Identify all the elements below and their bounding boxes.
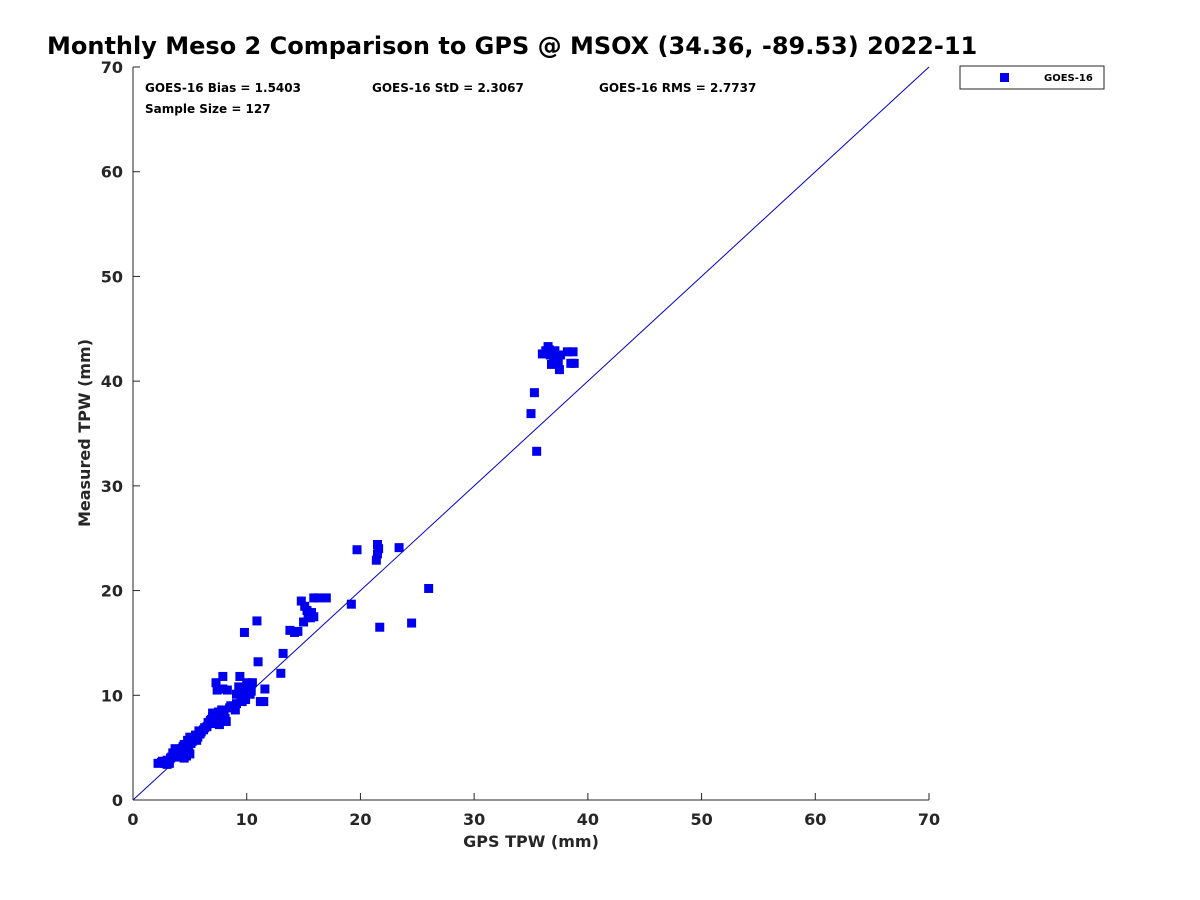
- data-point: [321, 593, 331, 603]
- data-point: [296, 596, 306, 606]
- data-point: [200, 723, 210, 733]
- y-tick-label: 50: [101, 267, 123, 286]
- data-point: [424, 583, 434, 593]
- data-point: [226, 701, 236, 711]
- data-point: [231, 699, 241, 709]
- data-point: [394, 543, 404, 553]
- data-point: [278, 648, 288, 658]
- data-point: [166, 753, 176, 763]
- data-point: [244, 683, 254, 693]
- data-point: [352, 545, 362, 555]
- std-stat: GOES-16 StD = 2.3067: [372, 81, 524, 95]
- data-point: [234, 682, 244, 692]
- data-points: [153, 342, 579, 769]
- data-point: [556, 350, 566, 360]
- data-point: [550, 346, 560, 356]
- rms-stat: GOES-16 RMS = 2.7737: [599, 81, 756, 95]
- y-tick-label: 10: [101, 686, 123, 705]
- data-point: [216, 716, 226, 726]
- data-point: [562, 347, 572, 357]
- y-tick-label: 60: [101, 163, 123, 182]
- data-point: [546, 359, 556, 369]
- legend-box: [959, 65, 1105, 90]
- y-tick-label: 20: [101, 582, 123, 601]
- sample-size-stat: Sample Size = 127: [145, 102, 271, 116]
- data-point: [212, 685, 222, 695]
- bias-stat: GOES-16 Bias = 1.5403: [145, 81, 301, 95]
- data-point: [193, 732, 203, 742]
- x-tick-label: 30: [463, 810, 485, 829]
- data-point: [375, 622, 385, 632]
- data-point: [158, 756, 168, 766]
- data-point: [211, 678, 221, 688]
- data-point: [178, 742, 188, 752]
- data-point: [218, 671, 228, 681]
- data-point: [346, 599, 356, 609]
- data-point: [285, 625, 295, 635]
- data-point: [569, 358, 579, 368]
- data-point: [239, 627, 249, 637]
- y-tick-label: 30: [101, 477, 123, 496]
- data-point: [299, 617, 309, 627]
- data-point: [529, 388, 539, 398]
- y-tick-label: 70: [101, 58, 123, 77]
- data-point: [371, 555, 381, 565]
- legend-label: GOES-16: [1044, 73, 1093, 84]
- data-point: [293, 626, 303, 636]
- data-point: [313, 593, 323, 603]
- x-tick-label: 20: [349, 810, 371, 829]
- x-ticks: 0 10 20 30 40 50 60 70: [127, 793, 940, 829]
- data-point: [206, 714, 216, 724]
- data-point: [231, 689, 241, 699]
- y-axis-label: Measured TPW (mm): [75, 339, 94, 527]
- y-tick-label: 0: [112, 791, 123, 810]
- x-tick-label: 40: [577, 810, 599, 829]
- legend: GOES-16: [959, 65, 1105, 90]
- data-point: [218, 684, 228, 694]
- data-point: [235, 671, 245, 681]
- y-ticks: 0 10 20 30 40 50 60 70: [101, 58, 140, 810]
- x-axis-label: GPS TPW (mm): [463, 832, 599, 851]
- data-point: [241, 694, 251, 704]
- x-tick-label: 10: [236, 810, 258, 829]
- x-tick-label: 50: [690, 810, 712, 829]
- data-point: [247, 678, 257, 688]
- data-point: [374, 544, 384, 554]
- data-point: [544, 345, 554, 355]
- data-point: [259, 697, 269, 707]
- data-point: [553, 358, 563, 368]
- data-point: [568, 347, 578, 357]
- data-point: [230, 705, 240, 715]
- data-point: [213, 707, 223, 717]
- data-point: [172, 747, 182, 757]
- x-tick-label: 0: [127, 810, 138, 829]
- x-tick-label: 70: [918, 810, 940, 829]
- data-point: [236, 692, 246, 702]
- data-point: [252, 616, 262, 626]
- y-tick-label: 40: [101, 372, 123, 391]
- data-point: [187, 736, 197, 746]
- chart-title: Monthly Meso 2 Comparison to GPS @ MSOX …: [47, 32, 977, 60]
- reference-line: [132, 66, 930, 801]
- data-point: [164, 758, 174, 768]
- data-point: [185, 749, 195, 759]
- data-point: [372, 549, 382, 559]
- data-point: [222, 685, 232, 695]
- data-point: [260, 684, 270, 694]
- data-point: [238, 686, 248, 696]
- data-point: [554, 365, 564, 375]
- data-point: [532, 446, 542, 456]
- data-point: [309, 612, 319, 622]
- data-point: [309, 593, 319, 603]
- data-point: [221, 716, 231, 726]
- data-point: [407, 618, 417, 628]
- data-point: [276, 668, 286, 678]
- data-point: [253, 657, 263, 667]
- legend-marker: [1000, 73, 1009, 82]
- data-point: [526, 409, 536, 419]
- x-tick-label: 60: [804, 810, 826, 829]
